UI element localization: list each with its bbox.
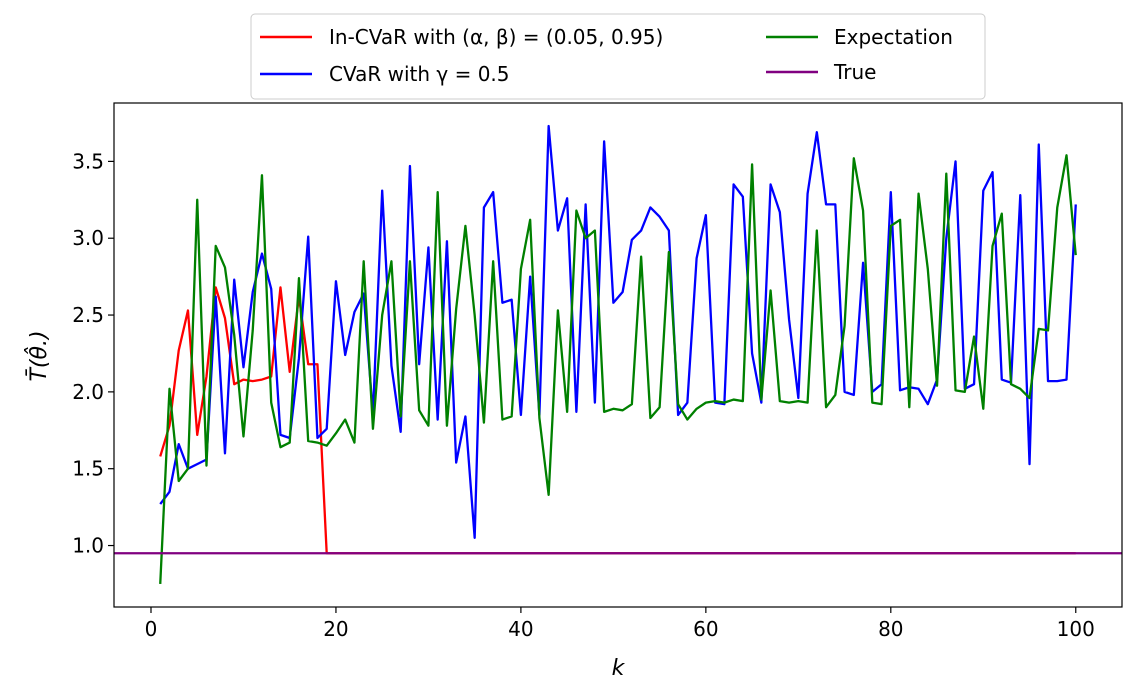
x-tick-label: 20 xyxy=(323,617,348,641)
y-tick-label: 3.0 xyxy=(72,226,104,250)
series-line-expectation xyxy=(159,154,1077,585)
legend: In-CVaR with (α, β) = (0.05, 0.95) CVaR … xyxy=(250,13,986,100)
legend-label-expectation: Expectation xyxy=(834,25,953,49)
x-tick-label: 0 xyxy=(145,617,158,641)
x-tick-label: 100 xyxy=(1057,617,1095,641)
y-tick-label: 1.0 xyxy=(72,534,104,558)
axes-frame xyxy=(113,102,1123,608)
x-tick-label: 80 xyxy=(878,617,903,641)
legend-label-cvar: CVaR with γ = 0.5 xyxy=(329,62,510,86)
legend-box xyxy=(250,13,986,100)
y-tick-label: 2.0 xyxy=(72,380,104,404)
y-tick-label: 3.5 xyxy=(72,149,104,173)
legend-label-true: True xyxy=(833,60,876,84)
x-axis-label: k xyxy=(612,656,626,681)
y-axis-label: T̄(θ̂.) xyxy=(25,330,52,381)
series-layer xyxy=(114,124,1122,585)
series-line-cvar-with-0-5 xyxy=(159,124,1077,539)
x-tick-label: 60 xyxy=(693,617,718,641)
x-tick-label: 40 xyxy=(508,617,533,641)
y-tick-label: 1.5 xyxy=(72,457,104,481)
y-axis-ticks: 1.0 1.5 2.0 2.5 3.0 3.5 xyxy=(72,149,114,558)
legend-label-in-cvar: In-CVaR with (α, β) = (0.05, 0.95) xyxy=(329,25,663,49)
y-tick-label: 2.5 xyxy=(72,303,104,327)
x-axis-ticks: 0 20 40 60 80 100 xyxy=(145,607,1095,641)
